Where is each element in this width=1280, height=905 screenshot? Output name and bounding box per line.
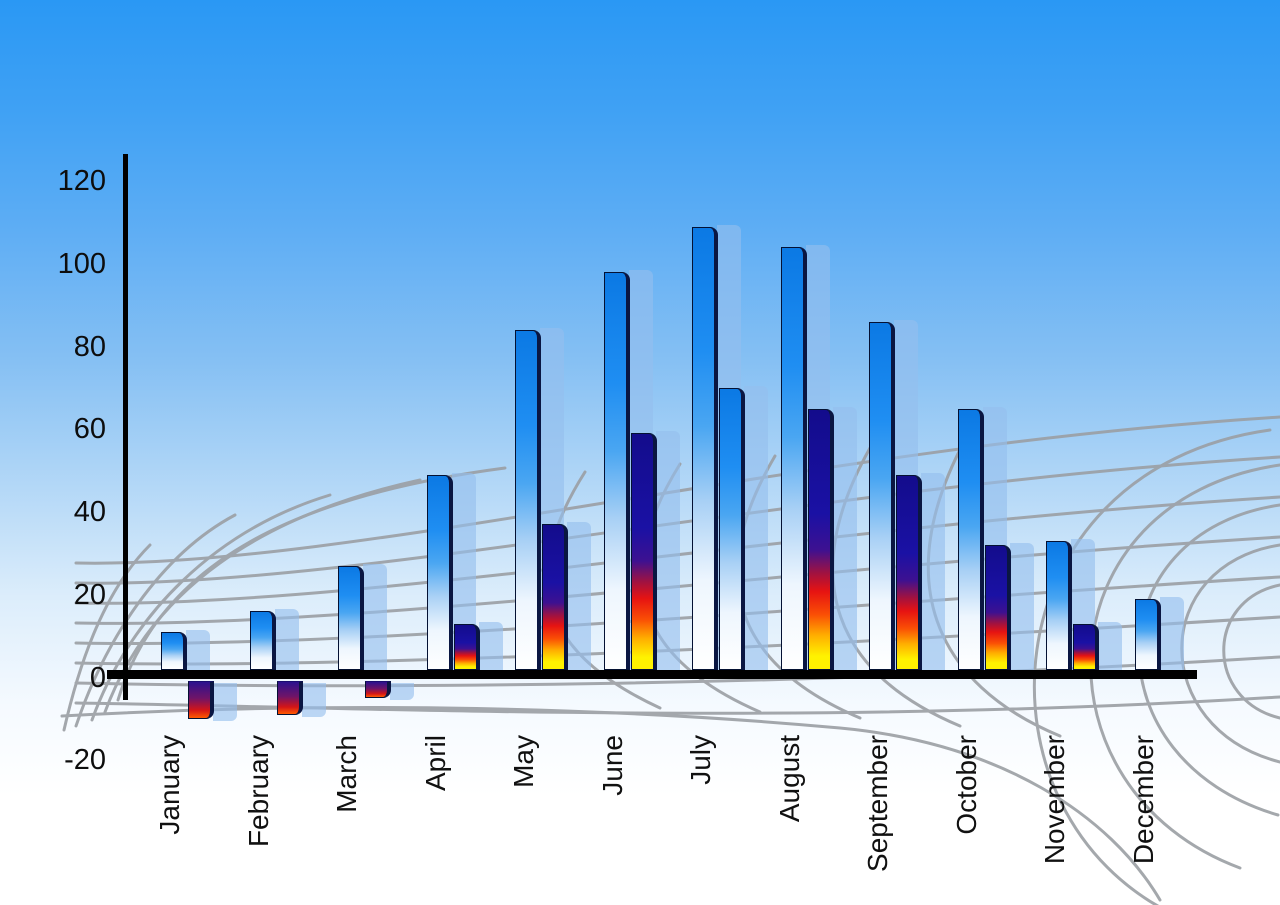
y-tick-label-40: 40 — [73, 496, 106, 528]
month-label-october: October — [950, 735, 982, 835]
month-label-may: May — [508, 735, 539, 788]
bar-shadow-may-s2 — [567, 522, 591, 676]
bar-shadow-september-s2 — [921, 472, 945, 676]
month-label-march: March — [331, 735, 362, 813]
bar-may-series1 — [515, 329, 541, 670]
bar-shadow-march-s2 — [390, 683, 414, 701]
y-tick-label-120: 120 — [57, 165, 106, 197]
month-label-november: November — [1039, 735, 1070, 865]
month-label-february: February — [242, 735, 274, 848]
y-tick-label--20: -20 — [64, 744, 106, 777]
bar-shadow-february-s2 — [301, 683, 326, 717]
bar-shadow-january-s2 — [213, 683, 237, 721]
y-tick-label-60: 60 — [73, 413, 106, 446]
month-label-january: January — [154, 735, 185, 835]
bar-march-series1 — [338, 565, 364, 670]
bar-shadow-november-s2 — [1098, 621, 1122, 676]
bar-shadow-august-s2 — [832, 406, 857, 676]
month-label-august: August — [773, 735, 805, 823]
bar-may-series2 — [542, 524, 568, 670]
bar-august-series1 — [780, 247, 807, 670]
y-axis-line — [123, 154, 128, 700]
bar-shadow-february-s1 — [274, 609, 299, 676]
y-tick-label-20: 20 — [73, 578, 106, 611]
bar-june-series2 — [630, 433, 657, 670]
y-tick-label-80: 80 — [73, 330, 106, 363]
bar-march-series2 — [365, 681, 391, 699]
bar-april-series1 — [426, 474, 453, 670]
month-label-april: April — [419, 735, 451, 792]
month-label-june: June — [596, 735, 628, 796]
bar-shadow-october-s2 — [1009, 543, 1034, 676]
bar-february-series2 — [276, 681, 303, 715]
bar-august-series2 — [807, 408, 834, 670]
bar-february-series1 — [249, 611, 276, 670]
bar-october-series1 — [957, 408, 984, 670]
month-label-july: July — [685, 735, 716, 785]
bar-june-series1 — [603, 272, 630, 670]
bar-shadow-december-s1 — [1159, 596, 1184, 676]
bar-july-series1 — [692, 226, 718, 670]
bar-october-series2 — [984, 545, 1011, 670]
bar-december-series1 — [1134, 598, 1161, 670]
bar-september-series2 — [896, 474, 922, 670]
month-label-september: September — [862, 735, 893, 872]
bar-shadow-april-s2 — [478, 621, 503, 676]
bar-shadow-march-s1 — [363, 563, 387, 676]
bar-april-series2 — [453, 623, 480, 670]
bar-january-series1 — [161, 631, 187, 670]
bar-shadow-january-s1 — [186, 629, 210, 676]
month-label-december: December — [1127, 735, 1159, 865]
x-axis-line — [107, 670, 1197, 679]
bar-shadow-july-s2 — [744, 385, 768, 676]
y-tick-label-100: 100 — [57, 247, 106, 280]
bar-november-series1 — [1046, 540, 1072, 670]
y-tick-label-0: 0 — [89, 661, 106, 694]
bar-january-series2 — [188, 681, 214, 719]
bar-september-series1 — [869, 321, 895, 670]
bar-july-series2 — [719, 387, 745, 670]
bar-shadow-june-s2 — [655, 431, 680, 676]
bar-november-series2 — [1073, 623, 1099, 670]
